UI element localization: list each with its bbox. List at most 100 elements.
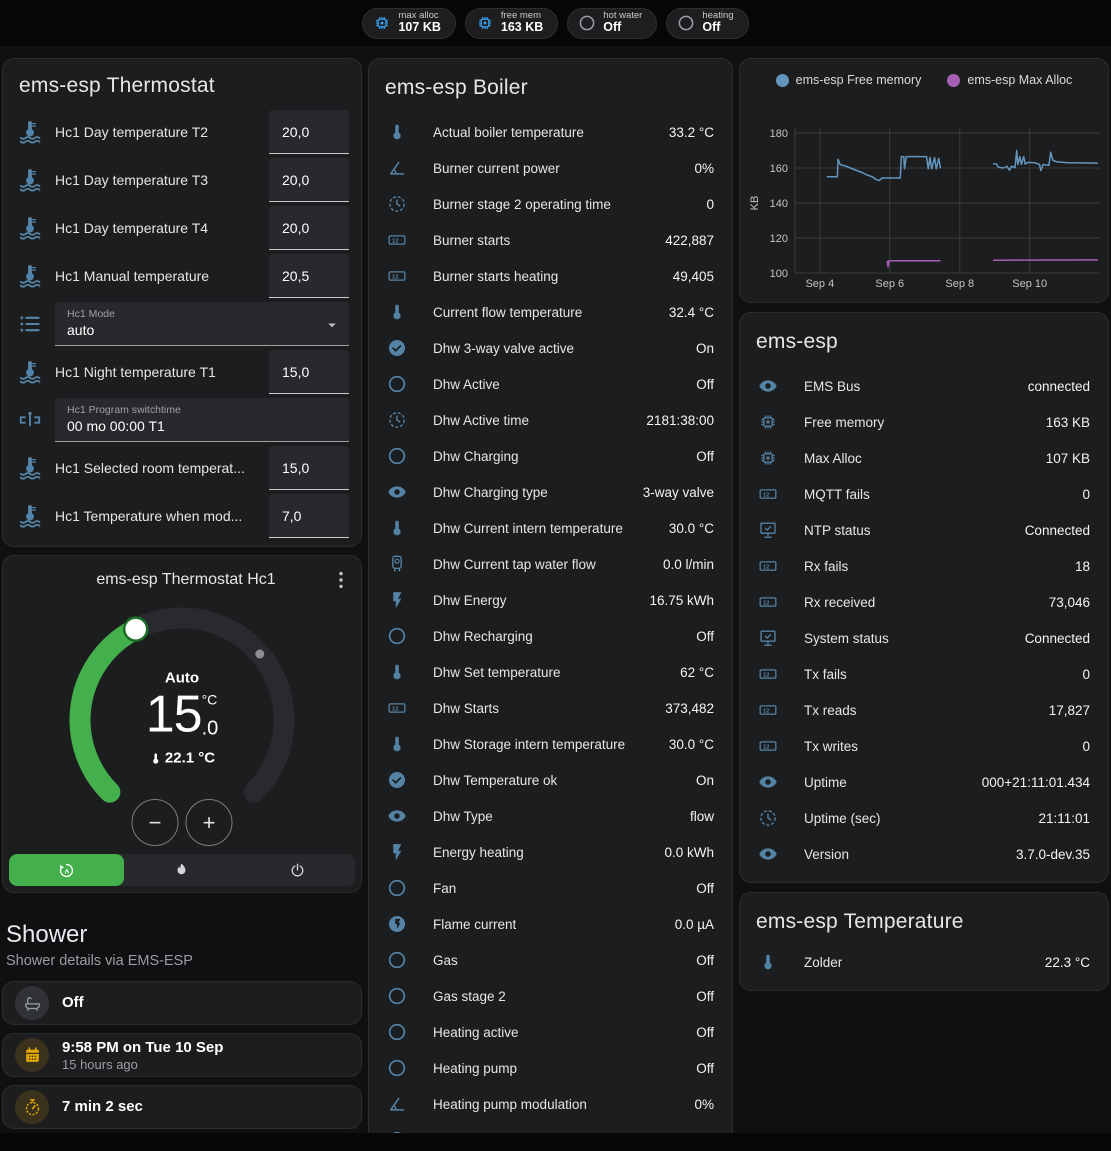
entity-row[interactable]: Dhw Type flow: [369, 798, 732, 834]
entity-label: Hc1 Day temperature T4: [55, 220, 209, 236]
entity-value: 0: [706, 196, 714, 212]
temperature-input[interactable]: [269, 350, 349, 394]
entity-row[interactable]: Burner stage 2 operating time 0: [369, 186, 732, 222]
gauge-icon: [387, 1094, 407, 1114]
entity-row[interactable]: Free memory 163 KB: [740, 404, 1108, 440]
entity-row[interactable]: Gas Off: [369, 942, 732, 978]
more-menu-icon[interactable]: [329, 568, 353, 592]
entity-value: 32.4 °C: [668, 304, 714, 320]
entity-value: 422,887: [665, 232, 714, 248]
temperature-input[interactable]: [269, 110, 349, 154]
mode-heat-button[interactable]: [124, 854, 239, 886]
page-footer: [0, 1133, 1111, 1151]
thermostat-dial[interactable]: Auto 15 °C .0 22.1 °C − +: [3, 594, 361, 846]
entity-row: Hc1 Day temperature T3: [3, 156, 361, 204]
entity-label: Gas: [433, 952, 458, 968]
shower-duration-card[interactable]: 7 min 2 sec: [2, 1085, 362, 1129]
entity-row[interactable]: Dhw Current intern temperature 30.0 °C: [369, 510, 732, 546]
entity-row[interactable]: Ignition Off: [369, 1122, 732, 1133]
entity-row[interactable]: EMS Bus connected: [740, 368, 1108, 404]
mode-off-button[interactable]: [240, 854, 355, 886]
temperature-input[interactable]: [269, 446, 349, 490]
entity-row[interactable]: Uptime (sec) 21:11:01: [740, 800, 1108, 836]
entity-row[interactable]: Energy heating 0.0 kWh: [369, 834, 732, 870]
check-icon: [387, 338, 407, 358]
entity-row[interactable]: Gas stage 2 Off: [369, 978, 732, 1014]
entity-row[interactable]: Dhw Charging Off: [369, 438, 732, 474]
temperature-input[interactable]: [269, 254, 349, 298]
entity-row[interactable]: Dhw Current tap water flow 0.0 l/min: [369, 546, 732, 582]
clock-icon: [387, 410, 407, 430]
entity-row[interactable]: Zolder 22.3 °C: [740, 944, 1108, 980]
entity-row[interactable]: Tx writes 0: [740, 728, 1108, 764]
status-badge[interactable]: heating Off: [666, 7, 749, 39]
entity-row[interactable]: Heating active Off: [369, 1014, 732, 1050]
switchtime-field[interactable]: Hc1 Program switchtime 00 mo 00:00 T1: [55, 398, 349, 442]
entity-row[interactable]: Fan Off: [369, 870, 732, 906]
circle-icon: [387, 1058, 407, 1078]
status-badge[interactable]: hot water Off: [567, 7, 658, 39]
entity-row[interactable]: Max Alloc 107 KB: [740, 440, 1108, 476]
entity-row[interactable]: Flame current 0.0 µA: [369, 906, 732, 942]
temperature-input[interactable]: [269, 206, 349, 250]
status-badge[interactable]: max alloc 107 KB: [362, 7, 456, 39]
entity-label: Ignition: [433, 1133, 477, 1134]
entity-row[interactable]: Dhw Energy 16.75 kWh: [369, 582, 732, 618]
select-value: auto: [67, 322, 95, 338]
shower-last-time-card[interactable]: 9:58 PM on Tue 10 Sep 15 hours ago: [2, 1033, 362, 1077]
field-value: 00 mo 00:00 T1: [67, 418, 165, 434]
entity-row[interactable]: NTP status Connected: [740, 512, 1108, 548]
entity-row[interactable]: Dhw Active Off: [369, 366, 732, 402]
entity-value: 0.0 µA: [674, 916, 714, 932]
entity-value: 0.0 l/min: [662, 556, 714, 572]
entity-row[interactable]: Dhw 3-way valve active On: [369, 330, 732, 366]
counter-icon: [758, 592, 778, 612]
card-title: ems-esp Temperature: [756, 910, 964, 933]
entity-row[interactable]: Dhw Recharging Off: [369, 618, 732, 654]
mode-auto-button[interactable]: [9, 854, 125, 886]
legend-item[interactable]: ems-esp Max Alloc: [947, 73, 1072, 87]
status-badge[interactable]: free mem 163 KB: [464, 7, 559, 39]
entity-row[interactable]: Rx received 73,046: [740, 584, 1108, 620]
entity-row[interactable]: Tx reads 17,827: [740, 692, 1108, 728]
mode-select[interactable]: Hc1 Mode auto: [55, 302, 349, 346]
svg-text:100: 100: [770, 268, 788, 280]
entity-row[interactable]: Dhw Set temperature 62 °C: [369, 654, 732, 690]
entity-row[interactable]: Heating pump modulation 0%: [369, 1086, 732, 1122]
entity-row[interactable]: System status Connected: [740, 620, 1108, 656]
temp-decrease-button[interactable]: −: [131, 799, 179, 846]
temperature-input[interactable]: [269, 494, 349, 538]
entity-label: Dhw Recharging: [433, 628, 533, 644]
legend-item[interactable]: ems-esp Free memory: [775, 73, 921, 87]
thermometer-icon: [149, 751, 163, 765]
badge-value: Off: [603, 20, 622, 35]
entity-value: Off: [696, 988, 714, 1004]
entity-row[interactable]: Dhw Temperature ok On: [369, 762, 732, 798]
entity-row[interactable]: MQTT fails 0: [740, 476, 1108, 512]
entity-row[interactable]: Burner current power 0%: [369, 150, 732, 186]
temperature-input[interactable]: [269, 158, 349, 202]
entity-row[interactable]: Uptime 000+21:11:01.434: [740, 764, 1108, 800]
monitor-icon: [758, 628, 778, 648]
entity-label: Hc1 Night temperature T1: [55, 364, 216, 380]
entity-value: 0: [1082, 486, 1090, 502]
svg-text:Sep 6: Sep 6: [875, 278, 904, 290]
entity-row[interactable]: Dhw Charging type 3-way valve: [369, 474, 732, 510]
entity-row[interactable]: Version 3.7.0-dev.35: [740, 836, 1108, 872]
entity-row[interactable]: Current flow temperature 32.4 °C: [369, 294, 732, 330]
entity-row[interactable]: Actual boiler temperature 33.2 °C: [369, 114, 732, 150]
entity-row[interactable]: Heating pump Off: [369, 1050, 732, 1086]
shower-state-card[interactable]: Off: [2, 981, 362, 1025]
entity-row[interactable]: Burner starts heating 49,405: [369, 258, 732, 294]
dial-handle[interactable]: [122, 616, 149, 642]
temp-increase-button[interactable]: +: [185, 799, 233, 846]
entity-row[interactable]: Rx fails 18: [740, 548, 1108, 584]
entity-label: EMS Bus: [804, 378, 861, 394]
card-title: ems-esp Thermostat: [19, 74, 215, 97]
entity-row[interactable]: Dhw Starts 373,482: [369, 690, 732, 726]
entity-row[interactable]: Burner starts 422,887: [369, 222, 732, 258]
entity-row[interactable]: Dhw Storage intern temperature 30.0 °C: [369, 726, 732, 762]
entity-row[interactable]: Dhw Active time 2181:38:00: [369, 402, 732, 438]
entity-row[interactable]: Tx fails 0: [740, 656, 1108, 692]
entity-label: Dhw Storage intern temperature: [433, 736, 626, 752]
